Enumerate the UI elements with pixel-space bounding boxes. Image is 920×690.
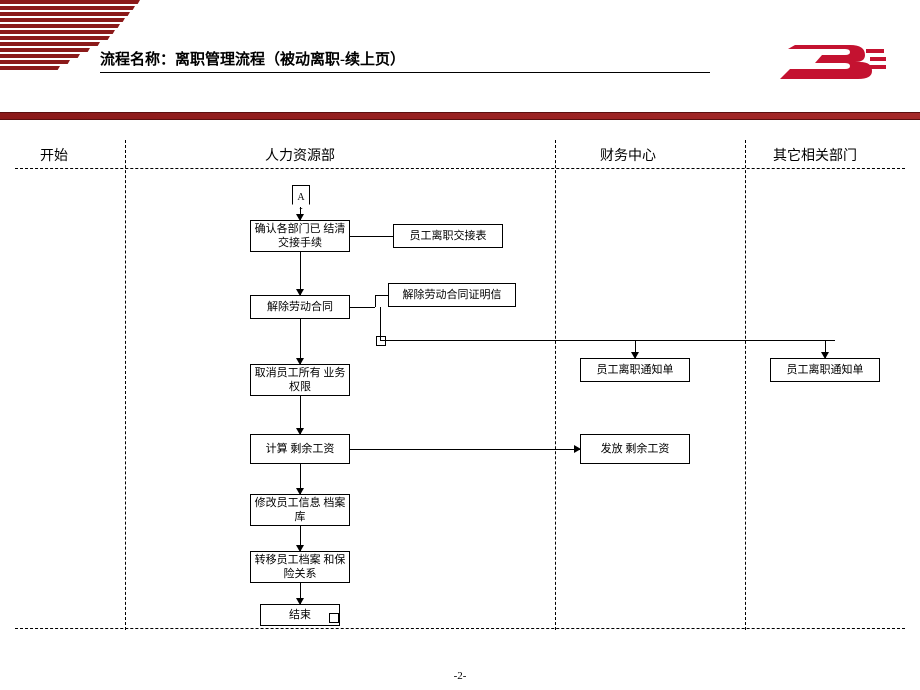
arrow-down-icon — [296, 545, 304, 552]
node-end: 结束 — [260, 604, 340, 626]
node-termination-letter: 解除劳动合同证明信 — [388, 283, 516, 307]
lane-bottom-border — [15, 628, 905, 629]
node-notice-finance: 员工离职通知单 — [580, 358, 690, 382]
node-terminate-contract: 解除劳动合同 — [250, 295, 350, 319]
lane-header-start: 开始 — [40, 145, 68, 165]
node-handover-form: 员工离职交接表 — [393, 224, 503, 248]
lane-header-other: 其它相关部门 — [773, 145, 857, 165]
arrow-down-icon — [296, 214, 304, 221]
lane-divider — [745, 140, 746, 630]
arrow-down-icon — [296, 358, 304, 365]
lane-divider — [555, 140, 556, 630]
connector-a: A — [292, 185, 310, 209]
branch-marker — [376, 336, 386, 346]
flow-line — [380, 307, 381, 340]
node-transfer-files: 转移员工档案 和保险关系 — [250, 551, 350, 583]
node-pay-salary: 发放 剩余工资 — [580, 434, 690, 464]
lane-header-finance: 财务中心 — [600, 145, 656, 165]
page-title: 流程名称：离职管理流程（被动离职-续上页） — [100, 48, 405, 69]
flow-line — [350, 449, 580, 450]
arrow-right-icon — [574, 445, 581, 453]
arrow-down-icon — [296, 428, 304, 435]
lane-header-hr: 人力资源部 — [265, 145, 335, 165]
node-confirm-handover: 确认各部门已 结清交接手续 — [250, 220, 350, 252]
flow-line — [350, 307, 375, 308]
lane-top-border — [15, 168, 905, 169]
node-update-archive: 修改员工信息 档案库 — [250, 494, 350, 526]
node-notice-other: 员工离职通知单 — [770, 358, 880, 382]
node-cancel-permissions: 取消员工所有 业务权限 — [250, 364, 350, 396]
node-calc-salary: 计算 剩余工资 — [250, 434, 350, 464]
title-underline — [100, 72, 710, 73]
end-marker — [329, 613, 339, 623]
arrow-down-icon — [296, 598, 304, 605]
arrow-down-icon — [821, 352, 829, 359]
lane-divider — [125, 140, 126, 630]
page-number: -2- — [0, 670, 920, 682]
divider-bar — [0, 112, 920, 120]
flow-line — [350, 236, 393, 237]
brand-logo — [780, 35, 890, 85]
flow-line — [375, 295, 376, 307]
flow-line — [375, 295, 388, 296]
arrow-down-icon — [296, 289, 304, 296]
arrow-down-icon — [631, 352, 639, 359]
arrow-down-icon — [296, 488, 304, 495]
flow-line — [380, 340, 835, 341]
